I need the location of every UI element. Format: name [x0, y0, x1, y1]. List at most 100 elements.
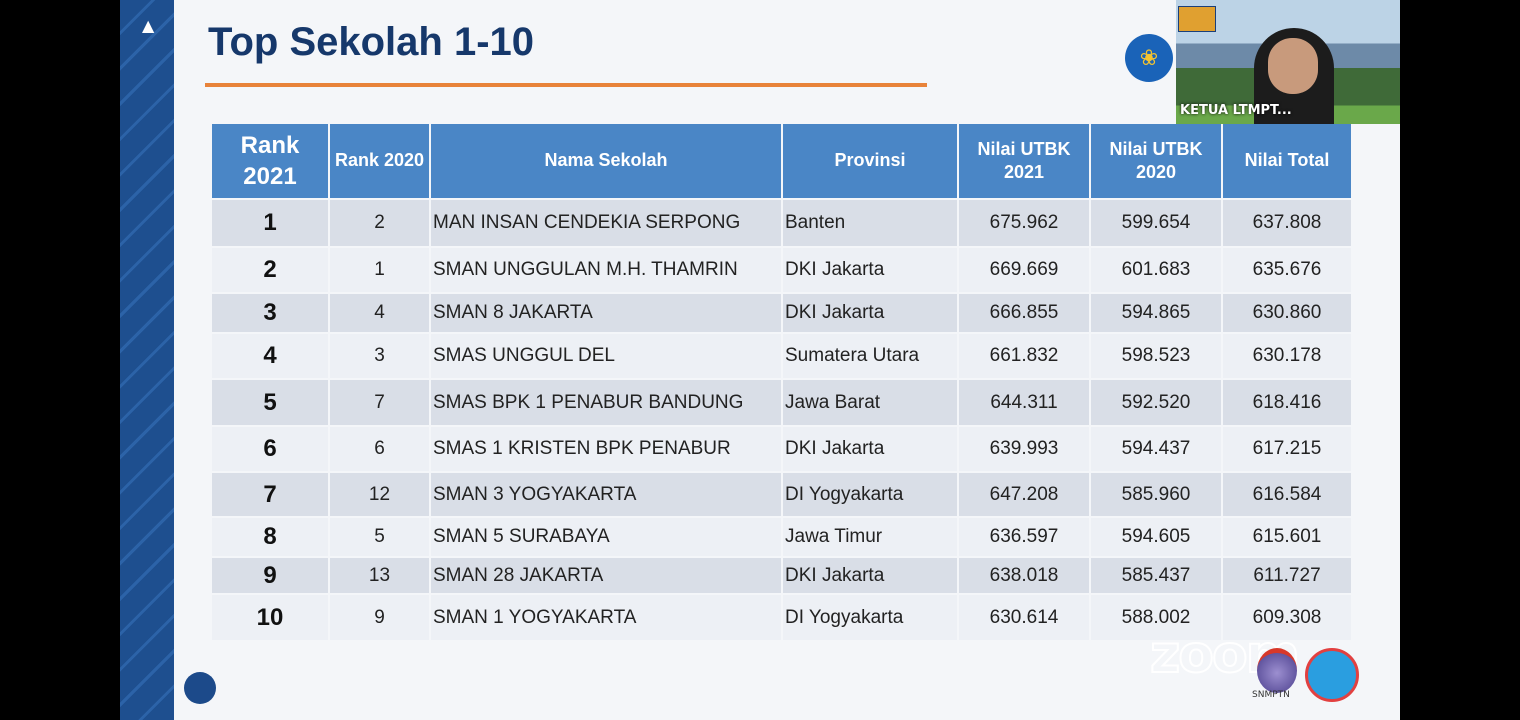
cell-utbk-2020: 601.683 [1091, 248, 1221, 292]
column-header: Rank 2020 [330, 124, 429, 198]
cell-utbk-2021: 638.018 [959, 558, 1089, 593]
cell-province: Jawa Barat [783, 380, 957, 425]
cell-utbk-2020: 588.002 [1091, 595, 1221, 640]
cell-total-score: 630.178 [1223, 334, 1351, 378]
cell-province: Sumatera Utara [783, 334, 957, 378]
cell-utbk-2020: 585.960 [1091, 473, 1221, 516]
cell-utbk-2020: 594.865 [1091, 294, 1221, 332]
cell-rank-2020: 2 [330, 200, 429, 246]
cell-utbk-2021: 647.208 [959, 473, 1089, 516]
column-header: Nilai UTBK 2021 [959, 124, 1089, 198]
table-row: 8 5 SMAN 5 SURABAYA Jawa Timur 636.597 594.60… [212, 518, 1351, 556]
cell-utbk-2021: 666.855 [959, 294, 1089, 332]
cell-rank-2020: 6 [330, 427, 429, 471]
cell-utbk-2020: 598.523 [1091, 334, 1221, 378]
cell-rank-2020: 7 [330, 380, 429, 425]
cell-rank-2021: 2 [212, 248, 328, 292]
cell-rank-2021: 6 [212, 427, 328, 471]
cell-utbk-2020: 594.437 [1091, 427, 1221, 471]
cell-province: DKI Jakarta [783, 294, 957, 332]
cell-rank-2021: 10 [212, 595, 328, 640]
cell-school-name: SMAN UNGGULAN M.H. THAMRIN [431, 248, 781, 292]
table-row: 2 1 SMAN UNGGULAN M.H. THAMRIN DKI Jakarta 6… [212, 248, 1351, 292]
column-header: Nilai UTBK 2020 [1091, 124, 1221, 198]
speaker-face [1268, 38, 1318, 94]
cell-utbk-2020: 599.654 [1091, 200, 1221, 246]
cell-total-score: 615.601 [1223, 518, 1351, 556]
cell-school-name: SMAS UNGGUL DEL [431, 334, 781, 378]
presentation-slide: ▲ Top Sekolah 1-10 ❀ KETUA LTMPT... Rank… [120, 0, 1400, 720]
cell-rank-2020: 12 [330, 473, 429, 516]
mouse-cursor-icon: ▲ [142, 16, 155, 35]
cell-school-name: MAN INSAN CENDEKIA SERPONG [431, 200, 781, 246]
cell-rank-2020: 3 [330, 334, 429, 378]
column-header: Nama Sekolah [431, 124, 781, 198]
cell-province: DI Yogyakarta [783, 595, 957, 640]
cell-school-name: SMAS 1 KRISTEN BPK PENABUR [431, 427, 781, 471]
cell-province: DI Yogyakarta [783, 473, 957, 516]
slide-title: Top Sekolah 1-10 [208, 20, 535, 64]
cell-rank-2020: 13 [330, 558, 429, 593]
title-underline [205, 83, 927, 87]
decorative-stripe [120, 0, 174, 720]
cell-utbk-2021: 636.597 [959, 518, 1089, 556]
table-row: 1 2 MAN INSAN CENDEKIA SERPONG Banten 675.96… [212, 200, 1351, 246]
cell-province: DKI Jakarta [783, 248, 957, 292]
table-row: 9 13 SMAN 28 JAKARTA DKI Jakarta 638.018 585.… [212, 558, 1351, 593]
cell-rank-2020: 1 [330, 248, 429, 292]
cell-rank-2021: 1 [212, 200, 328, 246]
cell-utbk-2021: 661.832 [959, 334, 1089, 378]
cell-utbk-2021: 630.614 [959, 595, 1089, 640]
cell-rank-2020: 4 [330, 294, 429, 332]
snmptn-logo-icon [1257, 648, 1297, 693]
snmptn-logo-text: SNMPTN [1252, 690, 1290, 700]
cell-rank-2021: 9 [212, 558, 328, 593]
cell-total-score: 630.860 [1223, 294, 1351, 332]
cell-school-name: SMAN 3 YOGYAKARTA [431, 473, 781, 516]
cell-total-score: 618.416 [1223, 380, 1351, 425]
table-row: 5 7 SMAS BPK 1 PENABUR BANDUNG Jawa Barat 64… [212, 380, 1351, 425]
column-header: Nilai Total [1223, 124, 1351, 198]
ltmpt-logo-icon [1305, 648, 1359, 702]
cell-school-name: SMAN 1 YOGYAKARTA [431, 595, 781, 640]
participant-video[interactable]: KETUA LTMPT... [1176, 0, 1400, 124]
table-row: 3 4 SMAN 8 JAKARTA DKI Jakarta 666.855 594.86… [212, 294, 1351, 332]
cell-utbk-2021: 675.962 [959, 200, 1089, 246]
event-logo-icon [1178, 6, 1216, 32]
cell-rank-2021: 5 [212, 380, 328, 425]
cell-province: Banten [783, 200, 957, 246]
cell-utbk-2021: 669.669 [959, 248, 1089, 292]
table-row: 6 6 SMAS 1 KRISTEN BPK PENABUR DKI Jakarta 6… [212, 427, 1351, 471]
cell-province: Jawa Timur [783, 518, 957, 556]
cell-rank-2021: 7 [212, 473, 328, 516]
cell-rank-2020: 9 [330, 595, 429, 640]
cell-rank-2021: 4 [212, 334, 328, 378]
cell-total-score: 617.215 [1223, 427, 1351, 471]
table-row: 10 9 SMAN 1 YOGYAKARTA DI Yogyakarta 630.614… [212, 595, 1351, 640]
participant-name: KETUA LTMPT... [1180, 103, 1292, 118]
cell-school-name: SMAN 5 SURABAYA [431, 518, 781, 556]
kemendikbud-logo-icon: ❀ [1125, 34, 1173, 82]
cell-total-score: 637.808 [1223, 200, 1351, 246]
cell-total-score: 616.584 [1223, 473, 1351, 516]
cell-total-score: 635.676 [1223, 248, 1351, 292]
cell-school-name: SMAN 28 JAKARTA [431, 558, 781, 593]
cell-utbk-2021: 644.311 [959, 380, 1089, 425]
cell-utbk-2020: 592.520 [1091, 380, 1221, 425]
cell-rank-2020: 5 [330, 518, 429, 556]
cell-total-score: 609.308 [1223, 595, 1351, 640]
cell-utbk-2020: 594.605 [1091, 518, 1221, 556]
cell-province: DKI Jakarta [783, 427, 957, 471]
table-row: 4 3 SMAS UNGGUL DEL Sumatera Utara 661.832 59… [212, 334, 1351, 378]
column-header: Provinsi [783, 124, 957, 198]
cell-school-name: SMAS BPK 1 PENABUR BANDUNG [431, 380, 781, 425]
ranking-table: Rank 2021 Rank 2020 Nama Sekolah Provinsi Ni… [210, 122, 1353, 642]
cell-utbk-2020: 585.437 [1091, 558, 1221, 593]
cell-province: DKI Jakarta [783, 558, 957, 593]
decorative-dot [184, 672, 216, 704]
cell-rank-2021: 8 [212, 518, 328, 556]
cell-total-score: 611.727 [1223, 558, 1351, 593]
cell-utbk-2021: 639.993 [959, 427, 1089, 471]
cell-school-name: SMAN 8 JAKARTA [431, 294, 781, 332]
column-header: Rank 2021 [212, 124, 328, 198]
